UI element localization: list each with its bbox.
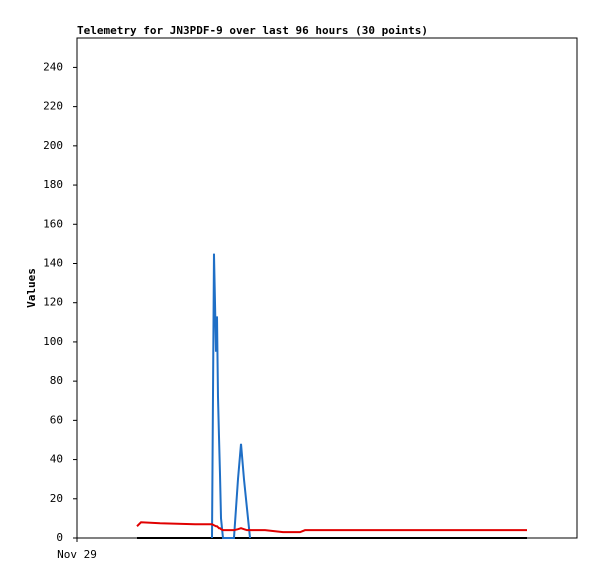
y-tick-label: 20 <box>50 492 63 505</box>
y-tick-label: 0 <box>56 531 63 544</box>
y-tick-label: 100 <box>43 335 63 348</box>
y-tick-label: 140 <box>43 256 63 269</box>
y-tick-label: 200 <box>43 139 63 152</box>
series-line <box>211 253 252 539</box>
y-tick-label: 220 <box>43 100 63 113</box>
y-tick-label: 120 <box>43 296 63 309</box>
series-line <box>136 521 527 534</box>
y-axis-label: Values <box>25 268 38 308</box>
y-tick-label: 240 <box>43 60 63 73</box>
y-tick-label: 180 <box>43 178 63 191</box>
y-tick-label: 40 <box>50 453 63 466</box>
y-tick-label: 80 <box>50 374 63 387</box>
x-tick-label: Nov 29 <box>57 548 97 561</box>
chart-title: Telemetry for JN3PDF-9 over last 96 hour… <box>77 24 428 37</box>
y-tick-label: 160 <box>43 217 63 230</box>
plot-frame <box>76 37 578 539</box>
y-tick-label: 60 <box>50 413 63 426</box>
